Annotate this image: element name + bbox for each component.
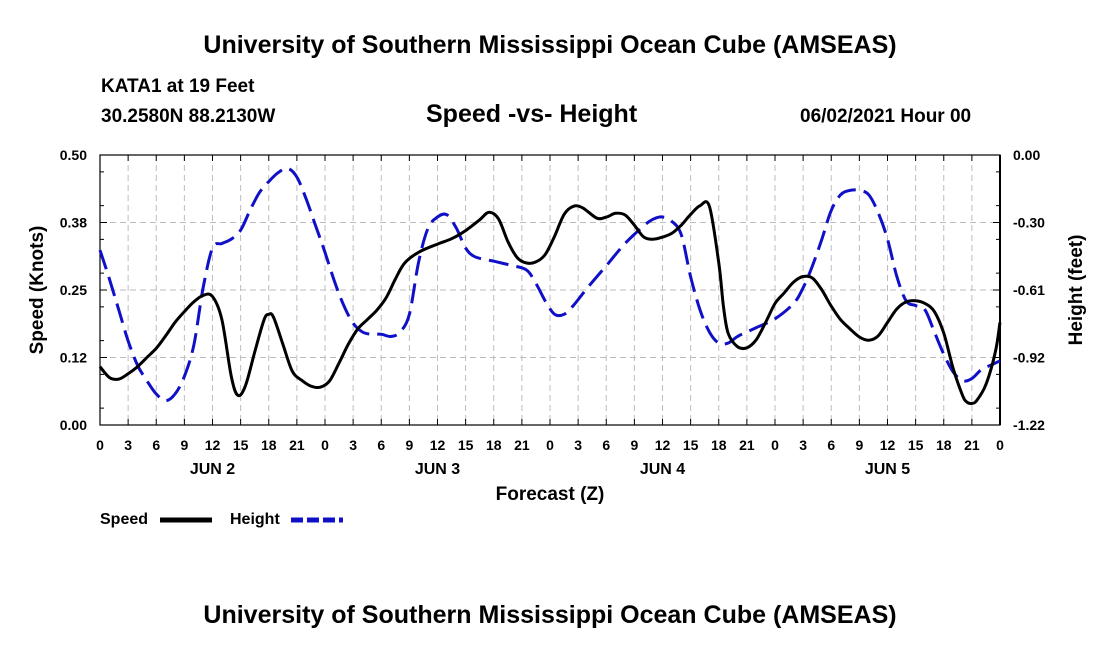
x-tick-label: 3 bbox=[574, 437, 582, 453]
x-tick-label: 21 bbox=[739, 437, 755, 453]
x-tick-label: 3 bbox=[349, 437, 357, 453]
x-tick-label: 6 bbox=[827, 437, 835, 453]
day-label: JUN 5 bbox=[865, 461, 910, 478]
x-tick-label: 15 bbox=[233, 437, 249, 453]
x-tick-label: 0 bbox=[321, 437, 329, 453]
day-label: JUN 3 bbox=[415, 461, 460, 478]
speed-series-line bbox=[98, 200, 1002, 406]
x-tick-label: 6 bbox=[377, 437, 385, 453]
y-left-tick-label: 0.00 bbox=[60, 417, 87, 433]
forecast-datetime: 06/02/2021 Hour 00 bbox=[800, 106, 972, 127]
day-label: JUN 4 bbox=[640, 461, 685, 478]
x-tick-label: 12 bbox=[880, 437, 896, 453]
x-tick-label: 9 bbox=[855, 437, 863, 453]
x-tick-label: 18 bbox=[936, 437, 952, 453]
x-tick-label: 12 bbox=[430, 437, 446, 453]
y-right-tick-label: -0.92 bbox=[1013, 350, 1045, 366]
page-title: University of Southern Mississippi Ocean… bbox=[203, 31, 897, 59]
x-tick-label: 21 bbox=[289, 437, 305, 453]
footer-title: University of Southern Mississippi Ocean… bbox=[203, 601, 897, 629]
x-tick-label: 3 bbox=[124, 437, 132, 453]
y-right-tick-label: -1.22 bbox=[1013, 417, 1045, 433]
x-tick-label: 9 bbox=[630, 437, 638, 453]
y-left-tick-label: 0.25 bbox=[60, 282, 87, 298]
y-left-tick-label: 0.12 bbox=[60, 350, 87, 366]
y-right-tick-label: -0.30 bbox=[1013, 215, 1045, 231]
x-tick-label: 18 bbox=[486, 437, 502, 453]
height-legend-label: Height bbox=[230, 511, 280, 528]
x-tick-label: 18 bbox=[711, 437, 727, 453]
x-tick-label: 0 bbox=[771, 437, 779, 453]
x-tick-label: 6 bbox=[602, 437, 610, 453]
chart-subtitle: Speed -vs- Height bbox=[426, 100, 638, 128]
x-tick-label: 0 bbox=[96, 437, 104, 453]
x-tick-label: 0 bbox=[996, 437, 1004, 453]
x-tick-label: 12 bbox=[655, 437, 671, 453]
x-tick-label: 21 bbox=[964, 437, 980, 453]
x-tick-label: 12 bbox=[205, 437, 221, 453]
y-left-axis-label: Speed (Knots) bbox=[27, 226, 48, 355]
x-tick-label: 15 bbox=[458, 437, 474, 453]
x-tick-label: 21 bbox=[514, 437, 530, 453]
station-name: KATA1 at 19 Feet bbox=[101, 76, 255, 97]
x-tick-label: 0 bbox=[546, 437, 554, 453]
y-left-tick-label: 0.38 bbox=[60, 215, 87, 231]
x-tick-label: 15 bbox=[908, 437, 924, 453]
x-tick-label: 9 bbox=[405, 437, 413, 453]
x-tick-label: 6 bbox=[152, 437, 160, 453]
speed-legend-label: Speed bbox=[100, 511, 148, 528]
y-right-tick-label: 0.00 bbox=[1013, 147, 1040, 163]
x-tick-label: 9 bbox=[180, 437, 188, 453]
day-label: JUN 2 bbox=[190, 461, 235, 478]
x-tick-label: 15 bbox=[683, 437, 699, 453]
x-tick-label: 18 bbox=[261, 437, 277, 453]
station-coordinates: 30.2580N 88.2130W bbox=[101, 106, 276, 127]
y-right-axis-label: Height (feet) bbox=[1066, 235, 1087, 346]
x-axis-label: Forecast (Z) bbox=[496, 484, 605, 505]
y-right-tick-label: -0.61 bbox=[1013, 282, 1045, 298]
x-tick-label: 3 bbox=[799, 437, 807, 453]
y-left-tick-label: 0.50 bbox=[60, 147, 87, 163]
